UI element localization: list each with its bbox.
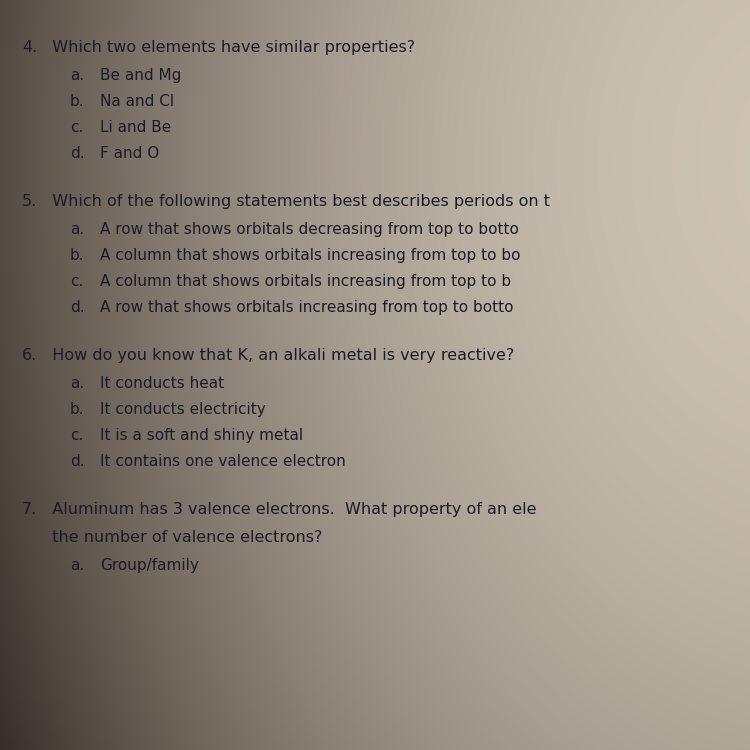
Text: b.: b. [70, 402, 85, 417]
Text: A column that shows orbitals increasing from top to b: A column that shows orbitals increasing … [100, 274, 512, 289]
Text: a.: a. [70, 558, 84, 573]
Text: It is a soft and shiny metal: It is a soft and shiny metal [100, 428, 303, 443]
Text: a.: a. [70, 68, 84, 83]
Text: d.: d. [70, 454, 85, 469]
Text: c.: c. [70, 428, 83, 443]
Text: Which of the following statements best describes periods on t: Which of the following statements best d… [42, 194, 550, 209]
Text: Group/family: Group/family [100, 558, 199, 573]
Text: Which two elements have similar properties?: Which two elements have similar properti… [42, 40, 416, 55]
Text: F and O: F and O [100, 146, 159, 161]
Text: Na and Cl: Na and Cl [100, 94, 174, 109]
Text: b.: b. [70, 94, 85, 109]
Text: the number of valence electrons?: the number of valence electrons? [42, 530, 322, 545]
Text: 4.: 4. [22, 40, 38, 55]
Text: It contains one valence electron: It contains one valence electron [100, 454, 346, 469]
Text: b.: b. [70, 248, 85, 263]
Text: It conducts heat: It conducts heat [100, 376, 224, 391]
Text: It conducts electricity: It conducts electricity [100, 402, 266, 417]
Text: a.: a. [70, 376, 84, 391]
Text: A row that shows orbitals decreasing from top to botto: A row that shows orbitals decreasing fro… [100, 222, 519, 237]
Text: 5.: 5. [22, 194, 38, 209]
Text: Be and Mg: Be and Mg [100, 68, 182, 83]
Text: c.: c. [70, 120, 83, 135]
Text: d.: d. [70, 146, 85, 161]
Text: 7.: 7. [22, 502, 38, 517]
Text: 6.: 6. [22, 348, 38, 363]
Text: A row that shows orbitals increasing from top to botto: A row that shows orbitals increasing fro… [100, 300, 514, 315]
Text: Aluminum has 3 valence electrons.  What property of an ele: Aluminum has 3 valence electrons. What p… [42, 502, 536, 517]
Text: d.: d. [70, 300, 85, 315]
Text: How do you know that K, an alkali metal is very reactive?: How do you know that K, an alkali metal … [42, 348, 514, 363]
Text: c.: c. [70, 274, 83, 289]
Text: A column that shows orbitals increasing from top to bo: A column that shows orbitals increasing … [100, 248, 520, 263]
Text: a.: a. [70, 222, 84, 237]
Text: Li and Be: Li and Be [100, 120, 171, 135]
